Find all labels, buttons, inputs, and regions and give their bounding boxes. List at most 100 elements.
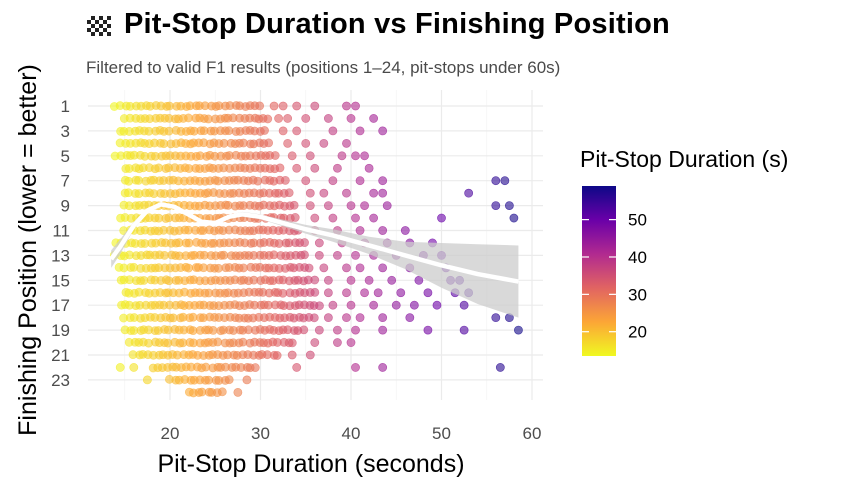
scatter-point xyxy=(391,300,401,310)
scatter-point xyxy=(364,275,374,285)
scatter-point xyxy=(213,337,223,347)
scatter-point xyxy=(355,126,365,136)
scatter-point xyxy=(319,188,329,198)
scatter-point xyxy=(270,151,280,160)
scatter-point xyxy=(333,250,342,260)
scatter-point xyxy=(369,188,379,198)
y-tick-label: 23 xyxy=(51,371,70,390)
scatter-point xyxy=(290,213,300,222)
scatter-point xyxy=(274,114,283,123)
scatter-point xyxy=(304,263,314,273)
y-tick-label: 5 xyxy=(61,147,70,166)
scatter-point xyxy=(250,363,260,372)
scatter-point xyxy=(184,263,194,273)
y-tick-label: 21 xyxy=(51,346,70,365)
scatter-point xyxy=(378,363,388,372)
scatter-point xyxy=(509,213,519,223)
scatter-point xyxy=(373,288,383,298)
scatter-point xyxy=(333,325,342,335)
scatter-point xyxy=(260,126,269,135)
scatter-point xyxy=(333,338,342,347)
scatter-point xyxy=(253,176,263,186)
x-tick-label: 50 xyxy=(432,424,451,443)
scatter-point xyxy=(355,176,365,186)
scatter-point xyxy=(292,163,302,173)
scatter-point xyxy=(197,387,207,397)
scatter-point xyxy=(342,288,351,298)
color-legend: Pit-Stop Duration (s) 20 30 40 50 xyxy=(580,146,788,356)
y-tick-label: 1 xyxy=(61,97,70,116)
scatter-point xyxy=(233,387,243,397)
x-tick-label: 60 xyxy=(523,424,542,443)
scatter-point xyxy=(346,201,356,210)
scatter-point xyxy=(292,363,302,372)
scatter-point xyxy=(378,313,388,323)
scatter-point xyxy=(464,188,474,198)
y-tick-label: 15 xyxy=(51,271,70,290)
scatter-point xyxy=(301,176,311,186)
scatter-point xyxy=(301,114,311,123)
scatter-point xyxy=(355,226,365,235)
scatter-point xyxy=(129,363,139,372)
scatter-point xyxy=(342,101,351,111)
scatter-point xyxy=(188,312,198,322)
scatter-point xyxy=(342,138,351,148)
scatter-point xyxy=(278,101,288,111)
legend-tick-label: 20 xyxy=(628,323,647,342)
y-tick-label: 9 xyxy=(61,197,70,216)
y-tick-label: 11 xyxy=(52,222,70,241)
scatter-point xyxy=(287,350,297,360)
scatter-point xyxy=(217,387,227,397)
scatter-point xyxy=(305,350,315,360)
scatter-point xyxy=(309,313,319,323)
scatter-point xyxy=(115,363,125,372)
scatter-point xyxy=(224,375,234,385)
scatter-point xyxy=(299,325,309,335)
scatter-point xyxy=(310,287,320,297)
scatter-point xyxy=(124,176,134,186)
scatter-point xyxy=(323,313,333,323)
scatter-point xyxy=(328,126,338,136)
scatter-point xyxy=(342,313,351,323)
scatter-point xyxy=(437,213,446,223)
scatter-point xyxy=(287,151,297,161)
scatter-point xyxy=(305,151,315,161)
scatter-point xyxy=(491,313,501,323)
scatter-point xyxy=(387,275,397,285)
scatter-point xyxy=(328,300,338,310)
scatter-point xyxy=(351,213,360,223)
scatter-point xyxy=(280,175,290,185)
y-tick-label: 19 xyxy=(51,321,70,340)
scatter-point xyxy=(459,300,469,310)
x-tick-label: 40 xyxy=(342,424,361,443)
x-tick-label: 30 xyxy=(251,424,270,443)
scatter-point xyxy=(323,288,333,298)
legend-tick-label: 40 xyxy=(628,248,647,267)
scatter-point xyxy=(184,238,194,248)
legend-title: Pit-Stop Duration (s) xyxy=(580,146,788,172)
scatter-point xyxy=(323,275,333,285)
scatter-point xyxy=(300,238,309,247)
scatter-point xyxy=(314,238,324,248)
scatter-point xyxy=(310,101,320,111)
scatter-point xyxy=(142,375,152,385)
scatter-point xyxy=(423,288,433,298)
scatter-point xyxy=(423,325,433,335)
scatter-point xyxy=(323,114,333,123)
scatter-point xyxy=(378,263,388,273)
scatter-point xyxy=(500,176,510,186)
scatter-point xyxy=(382,201,392,210)
scatter-point xyxy=(495,363,505,372)
title-row: Pit-Stop Duration vs Finishing Position xyxy=(86,8,670,41)
scatter-point xyxy=(369,213,379,223)
scatter-point xyxy=(432,300,442,310)
y-tick-label: 3 xyxy=(61,122,70,141)
scatter-point xyxy=(351,101,360,111)
scatter-point xyxy=(305,188,315,198)
smooth-fit xyxy=(109,202,519,318)
scatter-point xyxy=(351,325,360,335)
scatter-point xyxy=(255,101,265,111)
scatter-point xyxy=(378,126,388,136)
